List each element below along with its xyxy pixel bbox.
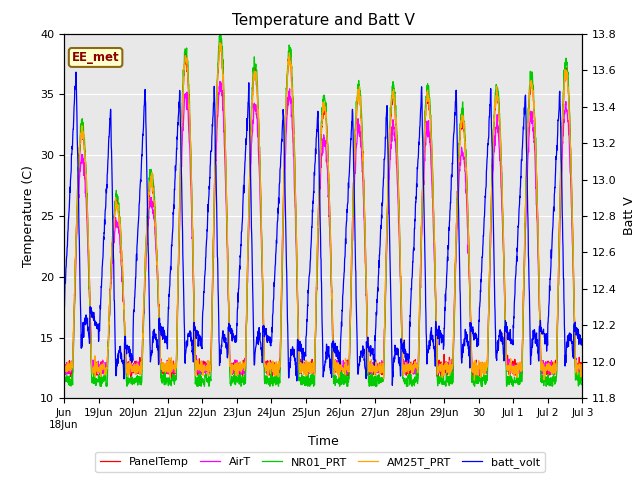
AirT (205, 365, 212, 371)
AirT (579, 361, 586, 367)
Text: EE_met: EE_met (72, 51, 120, 64)
Y-axis label: Temperature (C): Temperature (C) (22, 165, 35, 267)
AirT (60, 361, 68, 367)
NR01_PRT (339, 369, 346, 374)
batt_volt (579, 336, 586, 342)
NR01_PRT (547, 380, 555, 386)
NR01_PRT (97, 384, 104, 389)
PanelTemp (579, 369, 586, 375)
Title: Temperature and Batt V: Temperature and Batt V (232, 13, 415, 28)
PanelTemp (205, 372, 212, 378)
batt_volt (474, 337, 481, 343)
AirT (533, 216, 541, 221)
batt_volt (338, 312, 346, 318)
AirT (61, 371, 69, 377)
AirT (216, 79, 224, 84)
PanelTemp (60, 359, 68, 365)
AM25T_PRT (474, 368, 481, 373)
AM25T_PRT (579, 366, 586, 372)
PanelTemp (547, 364, 555, 370)
Line: AM25T_PRT: AM25T_PRT (64, 43, 582, 380)
AirT (349, 210, 357, 216)
X-axis label: Time: Time (308, 435, 339, 448)
AM25T_PRT (470, 377, 478, 383)
NR01_PRT (60, 374, 68, 380)
AM25T_PRT (533, 184, 541, 190)
NR01_PRT (474, 373, 481, 379)
AM25T_PRT (216, 40, 224, 46)
NR01_PRT (579, 381, 586, 386)
batt_volt (205, 195, 212, 201)
PanelTemp (533, 180, 541, 185)
NR01_PRT (205, 375, 212, 381)
Line: PanelTemp: PanelTemp (64, 41, 582, 379)
AM25T_PRT (547, 364, 555, 370)
batt_volt (349, 131, 357, 137)
PanelTemp (338, 368, 346, 373)
Line: batt_volt: batt_volt (64, 72, 582, 385)
batt_volt (388, 383, 396, 388)
Line: AirT: AirT (64, 82, 582, 374)
NR01_PRT (217, 31, 225, 36)
batt_volt (60, 307, 68, 312)
AM25T_PRT (60, 367, 68, 373)
AirT (547, 366, 555, 372)
PanelTemp (341, 376, 349, 382)
PanelTemp (349, 186, 357, 192)
Line: NR01_PRT: NR01_PRT (64, 34, 582, 386)
AM25T_PRT (338, 364, 346, 370)
batt_volt (72, 69, 80, 75)
AirT (474, 363, 481, 369)
NR01_PRT (533, 182, 541, 188)
NR01_PRT (349, 180, 357, 186)
batt_volt (547, 247, 555, 252)
Legend: PanelTemp, AirT, NR01_PRT, AM25T_PRT, batt_volt: PanelTemp, AirT, NR01_PRT, AM25T_PRT, ba… (95, 452, 545, 472)
PanelTemp (216, 38, 224, 44)
Y-axis label: Batt V: Batt V (623, 197, 636, 235)
AM25T_PRT (349, 197, 357, 203)
AM25T_PRT (205, 363, 212, 369)
batt_volt (533, 340, 541, 346)
PanelTemp (474, 363, 481, 369)
AirT (339, 371, 346, 376)
